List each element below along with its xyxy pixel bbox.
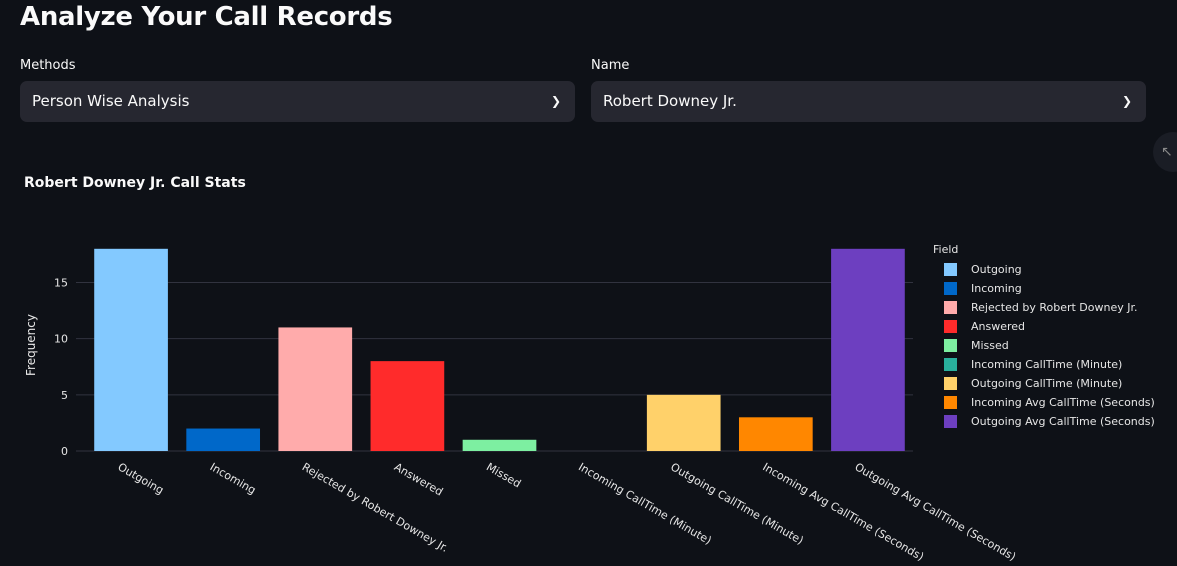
legend-swatch xyxy=(944,263,957,276)
y-tick-label: 15 xyxy=(54,277,68,290)
bar xyxy=(646,394,721,451)
fullscreen-button[interactable]: ↖ xyxy=(1153,132,1177,172)
bar xyxy=(94,248,168,451)
x-tick-label: Outgoing xyxy=(116,460,166,497)
bar xyxy=(186,428,261,451)
legend-item: Missed xyxy=(971,339,1009,352)
methods-value: Person Wise Analysis xyxy=(32,92,190,110)
x-tick-label: Incoming xyxy=(208,460,258,497)
bar xyxy=(831,248,905,451)
chevron-down-icon: ❯ xyxy=(1121,94,1132,108)
y-axis-label: Frequency xyxy=(24,314,38,376)
chevron-down-icon: ❯ xyxy=(550,94,561,108)
x-tick-label: Outgoing Avg CallTime (Seconds) xyxy=(852,460,1018,563)
name-label: Name xyxy=(591,58,630,73)
legend-swatch xyxy=(944,282,957,295)
legend-item: Outgoing Avg CallTime (Seconds) xyxy=(971,415,1155,428)
x-tick-label: Answered xyxy=(392,460,445,498)
legend-item: Incoming CallTime (Minute) xyxy=(971,358,1122,371)
legend-swatch xyxy=(944,320,957,333)
legend-item: Incoming Avg CallTime (Seconds) xyxy=(971,396,1155,409)
name-select[interactable]: Robert Downey Jr. ❯ xyxy=(591,81,1146,122)
legend-swatch xyxy=(944,377,957,390)
legend-swatch xyxy=(944,415,957,428)
bar xyxy=(462,439,537,451)
bar xyxy=(738,417,813,451)
legend-item: Outgoing CallTime (Minute) xyxy=(971,377,1122,390)
x-tick-label: Rejected by Robert Downey Jr. xyxy=(300,460,451,555)
bar xyxy=(370,361,445,451)
legend-swatch xyxy=(944,358,957,371)
legend-item: Outgoing xyxy=(971,263,1022,276)
methods-select[interactable]: Person Wise Analysis ❯ xyxy=(20,81,575,122)
legend-item: Rejected by Robert Downey Jr. xyxy=(971,301,1138,314)
legend-item: Answered xyxy=(971,320,1025,333)
page-title: Analyze Your Call Records xyxy=(20,2,393,32)
y-tick-label: 10 xyxy=(54,333,68,346)
legend-swatch xyxy=(944,396,957,409)
x-tick-label: Incoming Avg CallTime (Seconds) xyxy=(760,460,926,563)
y-tick-label: 5 xyxy=(61,389,68,402)
y-tick-label: 0 xyxy=(61,445,68,458)
legend-title: Field xyxy=(933,243,958,256)
methods-label: Methods xyxy=(20,58,76,73)
bar xyxy=(278,327,353,451)
legend-swatch xyxy=(944,301,957,314)
legend-item: Incoming xyxy=(971,282,1022,295)
legend-swatch xyxy=(944,339,957,352)
x-tick-label: Missed xyxy=(484,460,523,490)
name-value: Robert Downey Jr. xyxy=(603,92,737,110)
chart-title: Robert Downey Jr. Call Stats xyxy=(24,175,246,191)
